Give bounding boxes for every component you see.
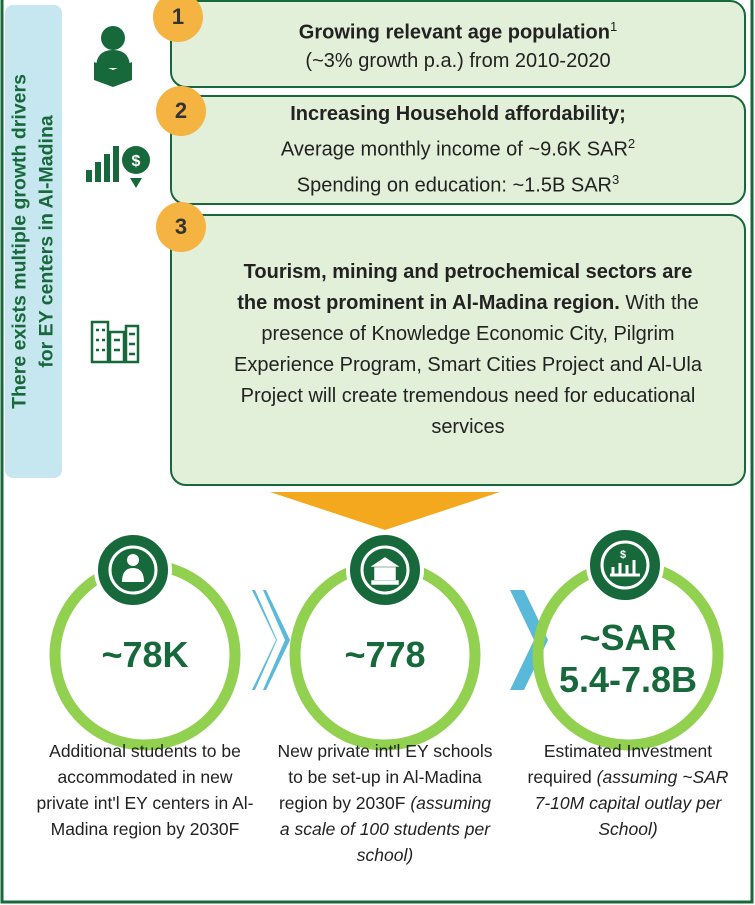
driver-text: With the presence of Knowledge Economic … [234, 292, 702, 438]
icon-reader [94, 26, 132, 87]
metric-description: New private int'l EY schools to be set-u… [275, 738, 495, 868]
metric-value: ~78K [55, 634, 235, 676]
driver-content: Tourism, mining and petrochemical sector… [232, 257, 704, 443]
metric-icons: $ [94, 526, 664, 609]
driver-content: Increasing Household affordability; Avera… [281, 100, 635, 200]
footnote: 1 [609, 18, 618, 34]
badge: 3 [156, 202, 206, 252]
footnote: 3 [612, 171, 620, 187]
badge: 2 [156, 86, 206, 136]
icon-income: $ [86, 146, 150, 188]
note: (assuming ~SAR 7-10M capital outlay per … [534, 767, 729, 839]
metric-description: Additional students to be accommodated i… [35, 738, 255, 842]
svg-text:$: $ [620, 549, 626, 561]
value-line: 5.4-7.8B [558, 659, 698, 700]
driver-line: Spending on education: ~1.5B SAR [296, 174, 612, 197]
svg-text:$: $ [132, 153, 141, 170]
sidebar-line: There exists multiple growth drivers [8, 74, 30, 409]
description: Additional students to be accommodated i… [36, 741, 254, 839]
metric-value: ~778 [295, 634, 475, 676]
value-line: ~SAR [579, 617, 677, 658]
funnel [270, 492, 500, 530]
icon-buildings [90, 320, 140, 364]
sidebar-bg [5, 5, 62, 478]
driver-box: Increasing Household affordability; Avera… [170, 95, 746, 205]
driver-title: Tourism, mining and petrochemical sector… [237, 261, 693, 314]
driver-box: Tourism, mining and petrochemical sector… [170, 214, 746, 486]
driver-title: Increasing Household affordability; [290, 102, 626, 125]
metric-description: Estimated Investment required (assuming … [523, 738, 733, 842]
footnote: 2 [627, 135, 636, 151]
driver-line: (~3% growth p.a.) from 2010-2020 [305, 50, 611, 73]
metric-value: ~SAR 5.4-7.8B [538, 617, 718, 701]
description: Estimated Investment required [527, 741, 713, 787]
driver-line: Average monthly income of ~9.6K SAR [280, 138, 628, 161]
description: New private int'l EY schools to be set-u… [277, 741, 493, 813]
chevron [252, 590, 290, 690]
sidebar-line: for EY centers in Al-Madina [35, 115, 57, 368]
sidebar-text: There exists multiple growth drivers for… [5, 34, 62, 450]
value-line: ~778 [344, 634, 426, 675]
badge: 1 [153, 0, 203, 42]
value-line: ~78K [101, 634, 189, 675]
note: (assuming a scale of 100 students per sc… [279, 793, 492, 865]
driver-title: Growing relevant age population [298, 21, 610, 44]
driver-content: Growing relevant age population1 (~3% gro… [299, 12, 617, 77]
driver-box: Growing relevant age population1 (~3% gro… [170, 0, 746, 88]
